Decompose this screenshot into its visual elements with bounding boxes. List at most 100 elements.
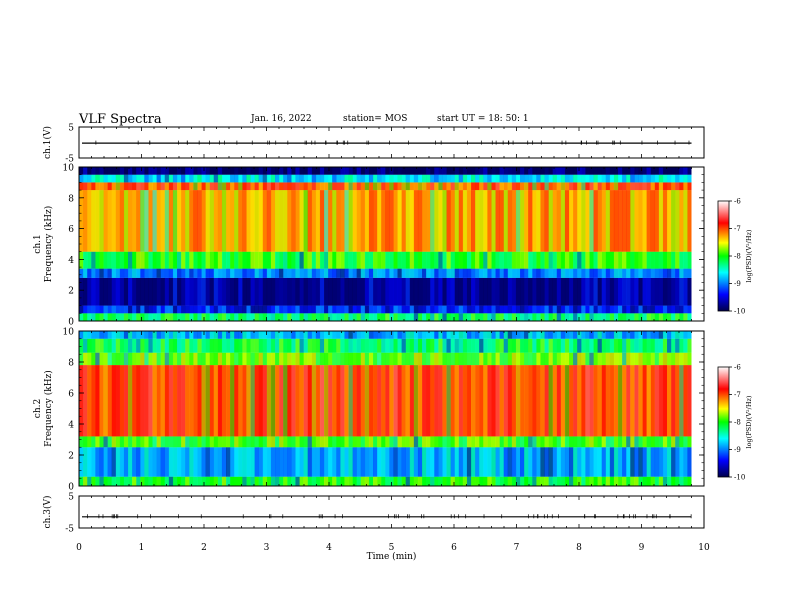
spectrogram-cell [413, 436, 419, 448]
start-time-label: start UT = 18: 50: 1 [437, 114, 529, 124]
spectrogram-cell [181, 268, 186, 278]
spectrogram-cell [442, 313, 447, 321]
spectrogram-cell [299, 268, 304, 278]
spectrogram-cell [556, 268, 562, 278]
spectrogram-cell [197, 167, 202, 175]
spectrogram-cell [626, 182, 631, 191]
spectrogram-cell [630, 190, 635, 252]
spectrogram-cell [356, 352, 362, 366]
spectrogram-cell [213, 167, 219, 175]
spectrogram-cell [311, 331, 317, 339]
spectrogram-cell [495, 338, 500, 353]
spectrogram-cell [234, 476, 239, 486]
spectrogram-cell [307, 313, 313, 321]
spectrogram-cell [291, 305, 296, 314]
spectrogram-cell [438, 268, 443, 278]
spectrogram-cell [254, 268, 259, 278]
spectrogram-cell [536, 268, 541, 278]
spectrogram-cell [254, 476, 259, 486]
spectrogram-cell [687, 190, 692, 252]
spectrogram-cell [132, 268, 137, 278]
spectrogram-cell [209, 167, 215, 175]
spectrogram-cell [597, 447, 602, 477]
spectrogram-cell [148, 365, 153, 437]
spectrogram-cell [430, 305, 435, 314]
spectrogram-cell [397, 182, 402, 191]
spectrogram-cell [654, 476, 660, 486]
spectrogram-cell [242, 167, 247, 175]
spectrogram-cell [389, 352, 394, 366]
spectrogram-cell [667, 167, 672, 175]
spectrogram-cell [397, 352, 402, 366]
spectrogram-cell [422, 190, 427, 252]
spectrogram-cell [426, 190, 431, 252]
spectrogram-cell [246, 190, 251, 252]
spectrogram-cell [593, 313, 598, 321]
spectrogram-cell [442, 167, 447, 175]
spectrogram-cell [205, 365, 210, 437]
spectrogram-cell [197, 365, 202, 437]
spectrogram-cell [581, 174, 586, 183]
spectrogram-cell [466, 338, 472, 353]
spectrogram-cell [426, 338, 431, 353]
spectrogram-cell [446, 305, 451, 314]
spectrogram-cell [569, 251, 574, 269]
spectrogram-cell [487, 447, 492, 477]
spectrogram-cell [409, 331, 415, 339]
spectrogram-cell [172, 365, 178, 437]
spectrogram-cell [536, 436, 541, 448]
spectrogram-cell [520, 447, 525, 477]
spectrogram-cell [413, 365, 419, 437]
spectrogram-cell [638, 251, 643, 269]
spectrogram-cell [373, 305, 378, 314]
spectrogram-cell [156, 352, 161, 366]
spectrogram-cell [515, 365, 521, 437]
spectrogram-cell [152, 365, 157, 437]
spectrogram-cell [164, 182, 170, 191]
spectrogram-cell [528, 365, 533, 437]
spectrogram-cell [503, 268, 509, 278]
colorbar-tick-label: -6 [734, 198, 741, 206]
colorbar-tick-label: -9 [734, 446, 741, 454]
spectrogram-cell [291, 338, 296, 353]
spectrogram-cell [368, 277, 374, 306]
spectrogram-cell [373, 174, 378, 183]
spectrogram-cell [234, 305, 239, 314]
spectrogram-cell [283, 305, 288, 314]
spectrogram-cell [311, 352, 317, 366]
spectrogram-cell [634, 331, 639, 339]
spectrogram-cell [238, 331, 243, 339]
spectrogram-cell [466, 190, 472, 252]
spectrogram-cell [258, 338, 264, 353]
spectrogram-cell [332, 447, 337, 477]
spectrogram-cell [95, 190, 100, 252]
spectrogram-cell [99, 476, 104, 486]
spectrogram-cell [507, 338, 513, 353]
spectrogram-cell [336, 338, 341, 353]
spectrogram-cell [185, 436, 190, 448]
spectrogram-cell [626, 251, 631, 269]
spectrogram-cell [417, 167, 423, 175]
spectrogram-cell [340, 447, 345, 477]
spectrogram-cell [626, 313, 631, 321]
spectrogram-cell [658, 182, 664, 191]
spectrogram-cell [679, 352, 684, 366]
spectrogram-cell [618, 251, 623, 269]
spectrogram-cell [262, 476, 268, 486]
spectrogram-cell [238, 436, 243, 448]
spectrogram-cell [679, 305, 684, 314]
spectrogram-cell [348, 476, 353, 486]
spectrogram-cell [230, 190, 235, 252]
spectrogram-cell [630, 313, 635, 321]
spectrogram-cell [462, 476, 468, 486]
spectrogram-cell [503, 447, 509, 477]
spectrogram-cell [548, 313, 553, 321]
spectrogram-cell [144, 277, 149, 306]
spectrogram-cell [446, 476, 451, 486]
spectrogram-cell [642, 190, 647, 252]
spectrogram-cell [332, 167, 337, 175]
spectrogram-cell [319, 174, 325, 183]
spectrogram-cell [152, 174, 157, 183]
spectrogram-cell [569, 268, 574, 278]
spectrogram-cell [507, 331, 513, 339]
